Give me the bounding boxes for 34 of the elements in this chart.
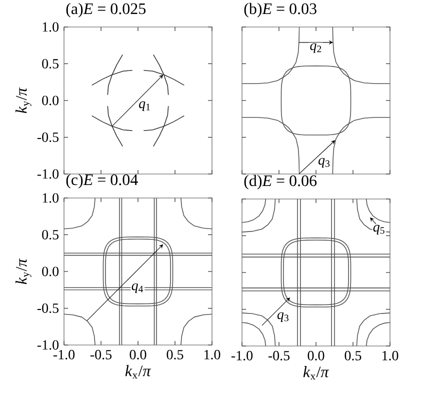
x-axis-title: k$_{x}$/π <box>303 366 330 380</box>
chart-title: (a)E = 0.025 <box>66 2 146 18</box>
x-tick-label: -1.0 <box>53 350 75 360</box>
x-tick-label: 0.5 <box>344 350 362 360</box>
annotation: q$_{5}$ <box>373 224 384 234</box>
annotation: q$_{3}$ <box>277 312 288 322</box>
y-tick-label: -1.0 <box>37 340 59 350</box>
annotation: q$_{1}$ <box>139 101 150 111</box>
x-tick-label: -0.5 <box>90 350 112 360</box>
x-tick-label: 1.0 <box>382 350 398 360</box>
x-axis-title: k$_{x}$/π <box>125 365 152 379</box>
x-tick-label: 1.0 <box>204 350 220 360</box>
y-tick-label: 0.5 <box>42 58 59 68</box>
y-tick-label: 0.5 <box>42 230 59 240</box>
x-tick-label: -1.0 <box>231 350 253 360</box>
chart-title: (b)E = 0.03 <box>244 2 316 18</box>
x-tick-label: 0.0 <box>308 350 324 360</box>
y-tick-label: -0.5 <box>37 132 59 142</box>
y-axis-title: k$_{y}$/π <box>16 258 32 284</box>
y-axis-title: k$_{y}$/π <box>16 87 32 114</box>
y-tick-label: 1.0 <box>42 193 59 203</box>
y-tick-label: -0.5 <box>37 303 59 313</box>
annotation: q$_{3}$ <box>318 158 330 168</box>
annotation: q$_{2}$ <box>310 43 322 53</box>
x-tick-label: 0.0 <box>130 350 146 360</box>
chart-title: (d)E = 0.06 <box>244 174 317 190</box>
x-tick-label: 0.5 <box>166 350 184 360</box>
y-tick-label: 1.0 <box>42 22 59 32</box>
annotation: q$_{4}$ <box>132 283 144 294</box>
x-tick-label: -0.5 <box>268 350 290 360</box>
y-tick-label: -1.0 <box>37 169 59 179</box>
chart-title: (c)E = 0.04 <box>66 174 138 188</box>
y-tick-label: 0.0 <box>42 266 59 276</box>
y-tick-label: 0.0 <box>42 96 59 106</box>
